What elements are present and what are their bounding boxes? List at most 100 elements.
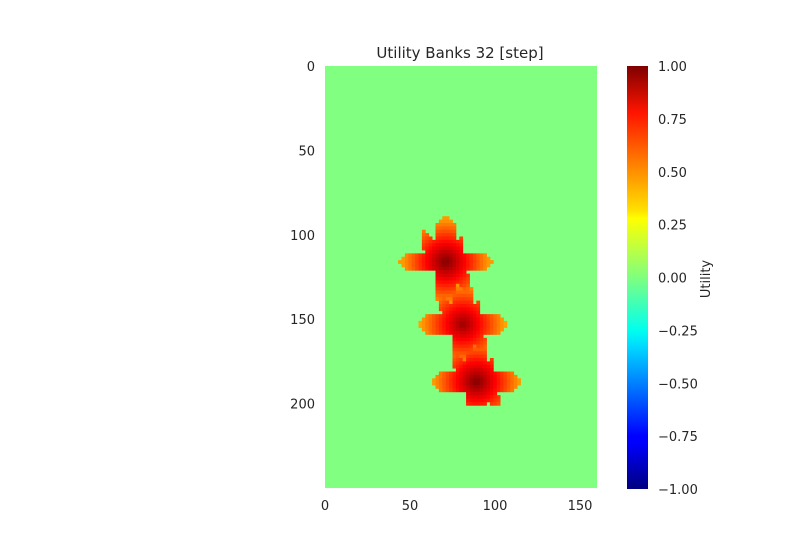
- heatmap-cell: [476, 378, 481, 383]
- colorbar-gradient: [627, 66, 648, 489]
- heatmap-cell: [449, 317, 453, 322]
- heatmap-cell: [472, 344, 477, 349]
- heatmap-cell: [449, 219, 453, 224]
- heatmap-cell: [469, 300, 474, 305]
- heatmap-cell: [452, 280, 457, 285]
- heatmap-cell: [455, 327, 460, 332]
- heatmap-cell: [469, 253, 474, 258]
- heatmap-cell: [483, 361, 487, 366]
- heatmap-cell: [435, 374, 440, 379]
- y-tick-label: 0: [307, 60, 315, 75]
- heatmap-cell: [483, 324, 487, 329]
- heatmap-cell: [449, 266, 453, 271]
- heatmap-cell: [435, 280, 440, 285]
- heatmap-cell: [503, 378, 508, 383]
- heatmap-cell: [472, 378, 477, 383]
- heatmap-cell: [442, 327, 447, 332]
- heatmap-cell: [496, 314, 501, 318]
- colorbar-tick-label: 0.75: [658, 113, 687, 128]
- heatmap-cell: [449, 239, 453, 244]
- heatmap-cell: [483, 341, 487, 345]
- heatmap-cell: [445, 233, 450, 237]
- heatmap-cell: [479, 374, 484, 379]
- heatmap-cell: [442, 324, 447, 329]
- heatmap-cell: [462, 307, 467, 312]
- heatmap-cell: [459, 243, 464, 248]
- heatmap-cell: [408, 253, 413, 258]
- heatmap-cell: [466, 273, 470, 278]
- heatmap-cell: [459, 374, 464, 379]
- heatmap-cell: [428, 314, 433, 318]
- heatmap-cell: [472, 361, 477, 366]
- heatmap-cell: [496, 398, 501, 403]
- heatmap-cell: [483, 253, 487, 258]
- heatmap-cell: [435, 327, 440, 332]
- heatmap-cell: [510, 371, 515, 376]
- heatmap-cell: [435, 260, 440, 264]
- heatmap-cell: [479, 314, 484, 318]
- heatmap-cell: [398, 260, 402, 264]
- heatmap-cell: [435, 287, 440, 291]
- heatmap-cell: [452, 243, 457, 248]
- heatmap-cell: [449, 378, 453, 383]
- heatmap-cell: [404, 256, 409, 261]
- heatmap-cell: [428, 249, 433, 254]
- heatmap-cell: [496, 381, 501, 386]
- heatmap-cell: [466, 304, 470, 308]
- heatmap-cell: [469, 293, 474, 298]
- heatmap-cell: [442, 277, 447, 281]
- heatmap-cell: [459, 293, 464, 298]
- heatmap-cell: [472, 317, 477, 322]
- heatmap-cell: [459, 277, 464, 281]
- heatmap-cell: [442, 246, 447, 251]
- heatmap-cell: [483, 347, 487, 352]
- heatmap-cell: [455, 341, 460, 345]
- heatmap-cell: [425, 317, 430, 322]
- heatmap-cell: [503, 388, 508, 393]
- heatmap-cell: [459, 263, 464, 268]
- heatmap-cell: [469, 314, 474, 318]
- heatmap-cell: [459, 358, 464, 362]
- colorbar: 1.00 0.75 0.50 0.25 0.00 −0.25 −0.50 −0.75 −1.00…: [627, 60, 714, 498]
- heatmap-cell: [476, 314, 481, 318]
- heatmap-cell: [425, 327, 430, 332]
- heatmap-cell: [455, 310, 460, 315]
- heatmap-cell: [435, 239, 440, 244]
- heatmap-cell: [476, 354, 481, 359]
- heatmap-cell: [445, 260, 450, 264]
- heatmap-cell: [472, 374, 477, 379]
- heatmap-cell: [432, 263, 436, 268]
- heatmap-cell: [466, 280, 470, 285]
- heatmap-cell: [459, 260, 464, 264]
- heatmap-cell: [445, 277, 450, 281]
- heatmap-cell: [438, 304, 443, 308]
- heatmap-cell: [476, 320, 481, 325]
- heatmap-cell: [479, 260, 484, 264]
- heatmap-cell: [449, 263, 453, 268]
- heatmap-cell: [489, 371, 494, 376]
- heatmap-cell: [476, 364, 481, 369]
- heatmap-cell: [469, 347, 474, 352]
- heatmap-cell: [506, 378, 511, 383]
- heatmap-cell: [428, 256, 433, 261]
- heatmap-cell: [472, 391, 477, 396]
- heatmap-cell: [459, 324, 464, 329]
- heatmap-cell: [449, 371, 453, 376]
- heatmap-cell: [452, 246, 457, 251]
- heatmap-cell: [483, 327, 487, 332]
- heatmap-cell: [438, 263, 443, 268]
- heatmap-cell: [466, 378, 470, 383]
- heatmap-cell: [476, 307, 481, 312]
- heatmap-cell: [428, 260, 433, 264]
- heatmap-cell: [418, 320, 423, 325]
- heatmap-cell: [442, 374, 447, 379]
- heatmap-cell: [452, 287, 457, 291]
- heatmap-cell: [493, 378, 498, 383]
- heatmap-cell: [462, 331, 467, 335]
- heatmap-cell: [483, 374, 487, 379]
- heatmap-cell: [452, 331, 457, 335]
- heatmap-cell: [462, 334, 467, 339]
- heatmap-cell: [496, 401, 501, 406]
- heatmap-cell: [513, 381, 518, 386]
- heatmap-cell: [496, 374, 501, 379]
